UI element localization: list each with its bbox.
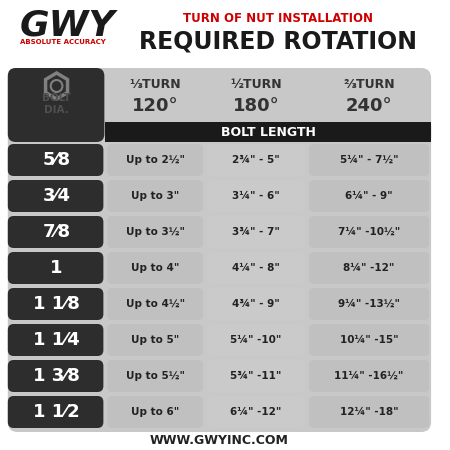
Text: 5¼" - 7½": 5¼" - 7½" xyxy=(340,155,398,165)
Text: GWY: GWY xyxy=(19,8,115,42)
Text: ABSOLUTE ACCURACY: ABSOLUTE ACCURACY xyxy=(19,39,105,45)
FancyBboxPatch shape xyxy=(207,216,305,248)
FancyBboxPatch shape xyxy=(8,216,104,248)
Text: 1 1⁄4: 1 1⁄4 xyxy=(33,331,80,349)
Text: ⅔TURN: ⅔TURN xyxy=(343,78,395,91)
FancyBboxPatch shape xyxy=(8,68,431,432)
Text: Up to 6": Up to 6" xyxy=(131,407,179,417)
FancyBboxPatch shape xyxy=(309,144,429,176)
Text: Up to 2½": Up to 2½" xyxy=(126,155,184,165)
Text: 10¼" -15": 10¼" -15" xyxy=(340,335,398,345)
FancyBboxPatch shape xyxy=(207,288,305,320)
Text: 6¼" - 9": 6¼" - 9" xyxy=(345,191,393,201)
Text: 1 3⁄8: 1 3⁄8 xyxy=(33,367,80,385)
Text: 5¾" -11": 5¾" -11" xyxy=(230,371,282,381)
Text: Up to 5½": Up to 5½" xyxy=(126,371,184,381)
Text: 120°: 120° xyxy=(132,97,178,115)
Text: 5¼" -10": 5¼" -10" xyxy=(230,335,282,345)
Text: 4¾" - 9": 4¾" - 9" xyxy=(232,299,280,309)
Text: WWW.GWYINC.COM: WWW.GWYINC.COM xyxy=(150,433,289,446)
FancyBboxPatch shape xyxy=(207,144,305,176)
FancyBboxPatch shape xyxy=(8,288,104,320)
FancyBboxPatch shape xyxy=(107,288,203,320)
Text: BOLT
DIA.: BOLT DIA. xyxy=(42,93,71,115)
Text: 7⁄8: 7⁄8 xyxy=(42,223,71,241)
Text: ⅓TURN: ⅓TURN xyxy=(129,78,181,91)
Text: 9¼" -13½": 9¼" -13½" xyxy=(338,299,400,309)
Text: 1 1⁄8: 1 1⁄8 xyxy=(33,295,80,313)
FancyBboxPatch shape xyxy=(107,324,203,356)
Text: 3¼" - 6": 3¼" - 6" xyxy=(232,191,280,201)
Bar xyxy=(105,122,431,142)
FancyBboxPatch shape xyxy=(207,360,305,392)
Text: 4¼" - 8": 4¼" - 8" xyxy=(232,263,280,273)
Text: 7¼" -10½": 7¼" -10½" xyxy=(338,227,400,237)
FancyBboxPatch shape xyxy=(8,68,104,142)
FancyBboxPatch shape xyxy=(207,252,305,284)
Text: 240°: 240° xyxy=(346,97,392,115)
Text: Up to 3½": Up to 3½" xyxy=(126,227,184,237)
FancyBboxPatch shape xyxy=(207,180,305,212)
FancyBboxPatch shape xyxy=(309,180,429,212)
Text: TURN OF NUT INSTALLATION: TURN OF NUT INSTALLATION xyxy=(183,13,373,26)
Text: 12¼" -18": 12¼" -18" xyxy=(340,407,398,417)
FancyBboxPatch shape xyxy=(309,216,429,248)
FancyBboxPatch shape xyxy=(8,252,104,284)
FancyBboxPatch shape xyxy=(309,288,429,320)
Text: 2¾" - 5": 2¾" - 5" xyxy=(232,155,280,165)
Text: 3⁄4: 3⁄4 xyxy=(43,187,71,205)
FancyBboxPatch shape xyxy=(8,396,104,428)
Text: BOLT LENGTH: BOLT LENGTH xyxy=(221,126,315,139)
Text: 5⁄8: 5⁄8 xyxy=(42,151,71,169)
FancyBboxPatch shape xyxy=(207,396,305,428)
FancyBboxPatch shape xyxy=(107,144,203,176)
FancyBboxPatch shape xyxy=(207,324,305,356)
FancyBboxPatch shape xyxy=(8,180,104,212)
FancyBboxPatch shape xyxy=(309,252,429,284)
Text: REQUIRED ROTATION: REQUIRED ROTATION xyxy=(139,29,417,53)
FancyBboxPatch shape xyxy=(309,396,429,428)
FancyBboxPatch shape xyxy=(416,122,431,142)
FancyBboxPatch shape xyxy=(8,360,104,392)
Text: 1: 1 xyxy=(50,259,63,277)
FancyBboxPatch shape xyxy=(8,144,104,176)
FancyBboxPatch shape xyxy=(8,324,104,356)
FancyBboxPatch shape xyxy=(309,324,429,356)
FancyBboxPatch shape xyxy=(107,180,203,212)
Text: 11¼" -16½": 11¼" -16½" xyxy=(334,371,404,381)
FancyBboxPatch shape xyxy=(309,360,429,392)
Text: ½TURN: ½TURN xyxy=(230,78,282,91)
Text: 180°: 180° xyxy=(233,97,279,115)
FancyBboxPatch shape xyxy=(107,396,203,428)
Text: 6¼" -12": 6¼" -12" xyxy=(230,407,282,417)
Text: 3¾" - 7": 3¾" - 7" xyxy=(232,227,280,237)
Text: 8¼" -12": 8¼" -12" xyxy=(343,263,395,273)
Text: Up to 5": Up to 5" xyxy=(131,335,179,345)
FancyBboxPatch shape xyxy=(107,360,203,392)
FancyBboxPatch shape xyxy=(107,252,203,284)
Text: Up to 4": Up to 4" xyxy=(131,263,179,273)
Text: 1 1⁄2: 1 1⁄2 xyxy=(33,403,80,421)
Text: Up to 3": Up to 3" xyxy=(131,191,179,201)
FancyBboxPatch shape xyxy=(107,216,203,248)
Text: Up to 4½": Up to 4½" xyxy=(126,299,184,309)
